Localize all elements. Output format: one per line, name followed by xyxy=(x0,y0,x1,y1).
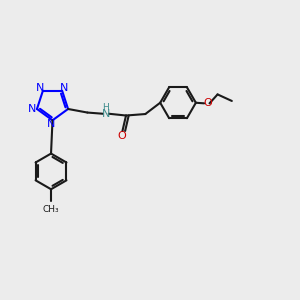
Text: N: N xyxy=(47,119,55,129)
Text: O: O xyxy=(203,98,212,108)
Text: N: N xyxy=(28,104,36,114)
Text: N: N xyxy=(102,109,110,119)
Text: CH₃: CH₃ xyxy=(43,205,59,214)
Text: N: N xyxy=(35,83,44,93)
Text: N: N xyxy=(60,83,69,93)
Text: H: H xyxy=(102,103,109,112)
Text: O: O xyxy=(118,131,126,141)
